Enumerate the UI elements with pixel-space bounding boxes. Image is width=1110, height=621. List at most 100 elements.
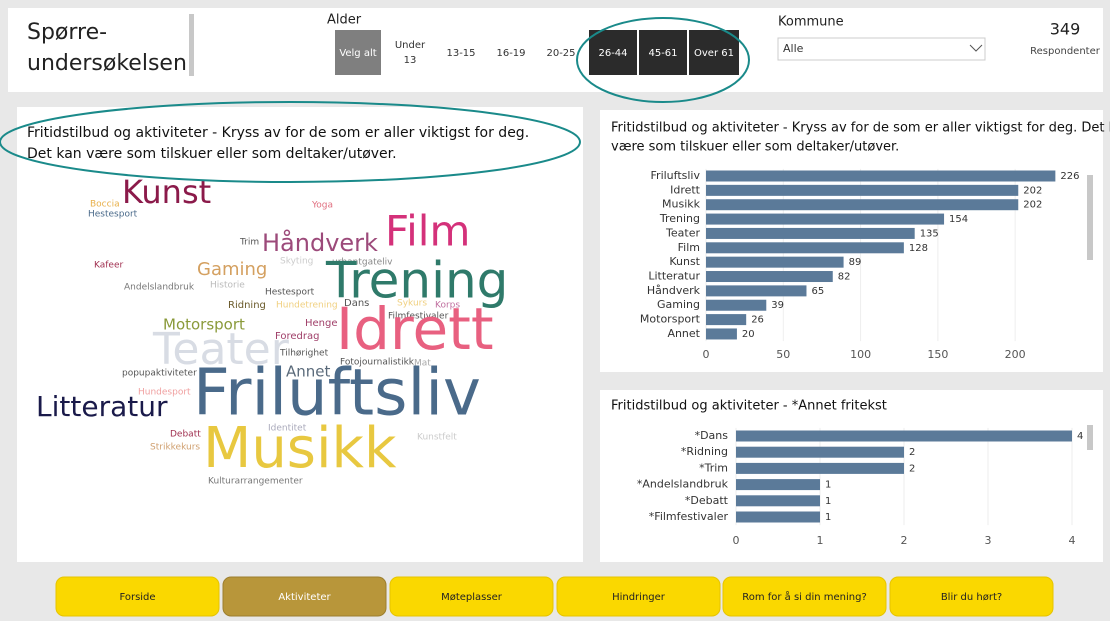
nav-button[interactable] [55, 576, 220, 617]
data-label: 128 [909, 243, 928, 254]
data-label: 39 [771, 300, 784, 311]
word: Henge [305, 318, 338, 329]
word: Annet [286, 363, 331, 381]
word: Boccia [90, 200, 120, 210]
word: Kafeer [94, 261, 124, 271]
filter-button[interactable] [487, 30, 535, 75]
bar [706, 256, 844, 268]
y-tick-label: Friluftsliv [651, 169, 701, 182]
word: Kunstfelt [417, 433, 457, 443]
title: Spørre- [27, 20, 107, 45]
word: Filmfestivaler [388, 312, 449, 322]
nav-button[interactable] [222, 576, 387, 617]
y-tick-label: *Andelslandbruk [637, 478, 729, 491]
bar [706, 184, 1019, 196]
word: Debatt [170, 430, 201, 440]
x-tick-label: 200 [1005, 348, 1026, 361]
word: Korps [435, 301, 460, 311]
filter-button[interactable] [537, 30, 585, 75]
bar [706, 227, 915, 239]
nav-button-label: Forside [119, 592, 155, 603]
x-tick-label: 4 [1069, 534, 1076, 547]
word: Kulturarrangementer [208, 477, 303, 487]
data-label: 4 [1077, 431, 1083, 442]
highlight-circle [576, 17, 750, 103]
filter-button[interactable] [385, 30, 435, 75]
word: Litteratur [36, 390, 168, 423]
word: Fotojournalistikk [340, 358, 415, 368]
word: Skyting [280, 257, 313, 267]
word: Gaming [197, 259, 267, 280]
y-tick-label: *Ridning [681, 445, 728, 458]
filter-button-label: Under 13 [395, 40, 426, 66]
word: Idrett [336, 295, 494, 363]
chart-title: være som tilskuer eller som deltaker/utø… [611, 140, 899, 155]
y-tick-label: Gaming [657, 298, 700, 311]
word: Friluftsliv [193, 357, 481, 431]
data-label: 2 [909, 447, 915, 458]
word: Musikk [203, 416, 397, 481]
word: Foredrag [275, 331, 320, 342]
dropdown[interactable] [777, 37, 986, 61]
y-tick-label: Litteratur [648, 270, 700, 283]
bar [706, 314, 747, 326]
word: Hundetrening [276, 301, 338, 311]
y-tick-label: Motorsport [640, 313, 701, 326]
nav-button-label: Rom for å si din mening? [742, 590, 867, 603]
data-label: 89 [849, 257, 862, 268]
y-tick-label: Annet [667, 327, 700, 340]
y-tick-label: Film [678, 241, 700, 254]
x-tick-label: 50 [776, 348, 790, 361]
bar [706, 170, 1056, 182]
x-tick-label: 3 [985, 534, 992, 547]
word: Teater [152, 324, 290, 375]
data-label: 20 [742, 329, 755, 340]
chevron [969, 44, 983, 52]
data-label: 1 [825, 480, 831, 491]
chart-title: Fritidstilbud og aktiviteter - *Annet fr… [611, 399, 887, 414]
data-label: 2 [909, 463, 915, 474]
filter-button[interactable] [689, 30, 739, 75]
word: Hundesport [138, 388, 191, 398]
y-tick-label: Håndverk [647, 284, 701, 297]
word: Historie [210, 281, 245, 291]
word: Yoga [311, 201, 333, 211]
chart-panel [600, 110, 1103, 372]
filter-button-label: 26-44 [598, 48, 627, 59]
scrollbar [1087, 175, 1093, 260]
scrollbar [1087, 425, 1093, 450]
y-tick-label: Teater [665, 226, 700, 239]
nav-button-label: Blir du hørt? [941, 592, 1002, 603]
dropdown-value: Alle [783, 42, 804, 55]
nav-button-label: Aktiviteter [278, 592, 331, 603]
word: Motorsport [163, 316, 245, 334]
filter-button[interactable] [639, 30, 687, 75]
nav-button[interactable] [556, 576, 721, 617]
y-tick-label: Kunst [669, 255, 700, 268]
panel-title: Det kan være som tilskuer eller som delt… [27, 146, 397, 162]
y-tick-label: *Debatt [685, 494, 729, 507]
bar [736, 495, 820, 507]
word: Dans [344, 298, 369, 309]
data-label: 226 [1060, 171, 1079, 182]
x-tick-label: 150 [927, 348, 948, 361]
data-label: 65 [811, 286, 824, 297]
filter-label: Kommune [778, 15, 844, 30]
filter-button[interactable] [589, 30, 637, 75]
data-label: 1 [825, 496, 831, 507]
nav-button[interactable] [722, 576, 887, 617]
filter-button[interactable] [335, 30, 381, 75]
word: Håndverk [262, 228, 378, 257]
divider [189, 14, 194, 76]
filter-button-label: Over 61 [694, 48, 734, 59]
respondent-label: Respondenter [1030, 46, 1101, 57]
title: undersøkelsen [27, 51, 187, 76]
word: Hestesport [265, 288, 315, 298]
filter-button[interactable] [437, 30, 485, 75]
data-label: 82 [838, 272, 851, 283]
nav-button[interactable] [389, 576, 554, 617]
word: Sykurs [397, 299, 427, 309]
bar [736, 479, 820, 491]
nav-button[interactable] [889, 576, 1054, 617]
word: popupaktiviteter [122, 369, 197, 379]
